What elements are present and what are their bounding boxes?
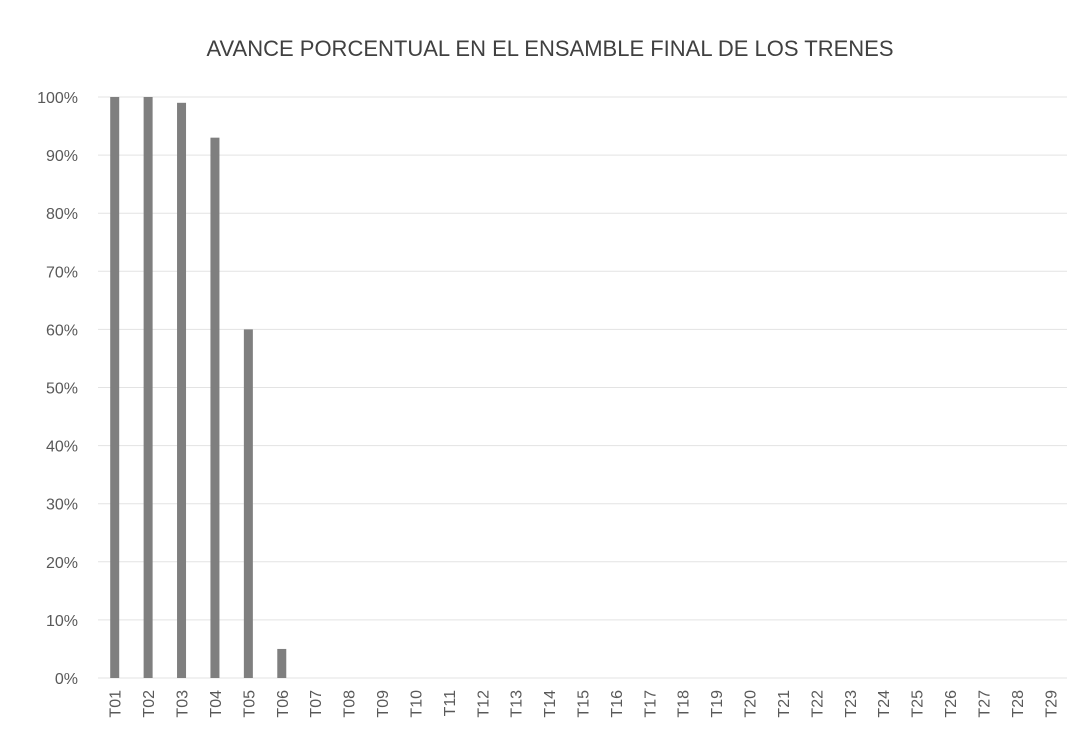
x-tick-label: T16: [609, 690, 626, 718]
x-tick-label: T27: [976, 690, 993, 718]
x-tick-label: T04: [208, 690, 225, 718]
x-tick-label: T15: [576, 690, 593, 718]
x-tick-label: T09: [375, 690, 392, 718]
x-tick-label: T02: [141, 690, 158, 718]
bar: [110, 97, 120, 678]
y-tick-label: 100%: [37, 90, 78, 107]
x-tick-label: T03: [175, 690, 192, 718]
x-tick-label: T20: [743, 690, 760, 718]
x-tick-label: T10: [408, 690, 425, 718]
x-tick-label: T21: [776, 690, 793, 718]
x-tick-label: T11: [442, 690, 459, 716]
x-tick-label: T13: [509, 690, 526, 718]
y-tick-label: 70%: [46, 264, 78, 281]
y-tick-label: 0%: [55, 671, 78, 688]
y-tick-label: 80%: [46, 206, 78, 223]
y-tick-label: 10%: [46, 613, 78, 630]
bar: [143, 97, 153, 678]
y-tick-label: 50%: [46, 381, 78, 398]
x-tick-label: T08: [342, 690, 359, 718]
x-tick-label: T12: [475, 690, 492, 718]
y-tick-label: 20%: [46, 555, 78, 572]
x-tick-label: T24: [876, 690, 893, 718]
x-tick-label: T01: [108, 690, 125, 718]
bar: [243, 329, 253, 678]
x-tick-label: T14: [542, 690, 559, 718]
bar: [210, 137, 220, 679]
x-tick-label: T07: [308, 690, 325, 718]
x-tick-label: T19: [709, 690, 726, 718]
x-tick-label: T23: [843, 690, 860, 718]
x-tick-label: T22: [809, 690, 826, 718]
x-tick-label: T26: [943, 690, 960, 718]
chart-title: AVANCE PORCENTUAL EN EL ENSAMBLE FINAL D…: [206, 36, 893, 61]
bar: [277, 648, 287, 678]
x-tick-label: T28: [1010, 690, 1027, 718]
x-tick-label: T06: [275, 690, 292, 718]
x-tick-label: T29: [1043, 690, 1060, 718]
y-tick-label: 90%: [46, 148, 78, 165]
x-tick-label: T18: [676, 690, 693, 718]
bar: [177, 102, 187, 678]
y-tick-label: 30%: [46, 497, 78, 514]
x-tick-label: T05: [241, 690, 258, 718]
x-tick-label: T17: [642, 690, 659, 718]
x-tick-label: T25: [910, 690, 927, 718]
y-tick-label: 60%: [46, 322, 78, 339]
y-tick-label: 40%: [46, 439, 78, 456]
